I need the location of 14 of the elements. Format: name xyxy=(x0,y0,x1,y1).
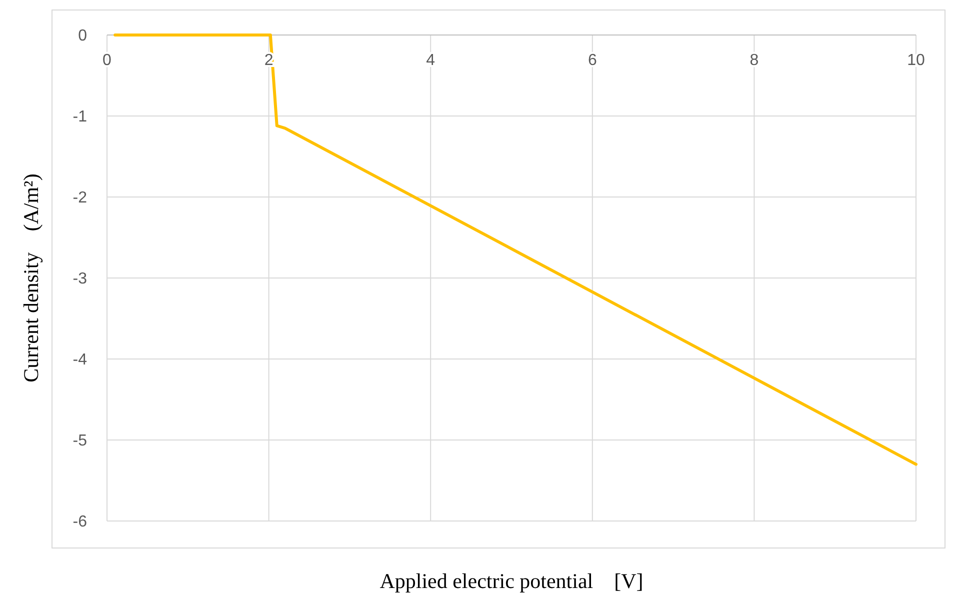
x-tick-label: 0 xyxy=(102,52,112,69)
x-tick-label: 8 xyxy=(750,52,759,69)
x-tick-label: 10 xyxy=(907,52,925,69)
y-tick-label: -5 xyxy=(72,432,88,450)
y-tick-label: -1 xyxy=(72,108,88,126)
y-tick-label: -2 xyxy=(72,190,88,207)
x-tick-label: 6 xyxy=(588,52,597,69)
x-axis-title: Applied electric potential [V] xyxy=(380,569,644,593)
y-tick-label: -6 xyxy=(72,514,88,531)
y-axis-title: Current density (A/m²) xyxy=(19,174,43,382)
y-tick-label: 0 xyxy=(78,28,88,45)
y-tick-label: -3 xyxy=(72,270,88,288)
x-tick-label: 4 xyxy=(426,52,436,69)
y-tick-label: -4 xyxy=(72,352,88,369)
